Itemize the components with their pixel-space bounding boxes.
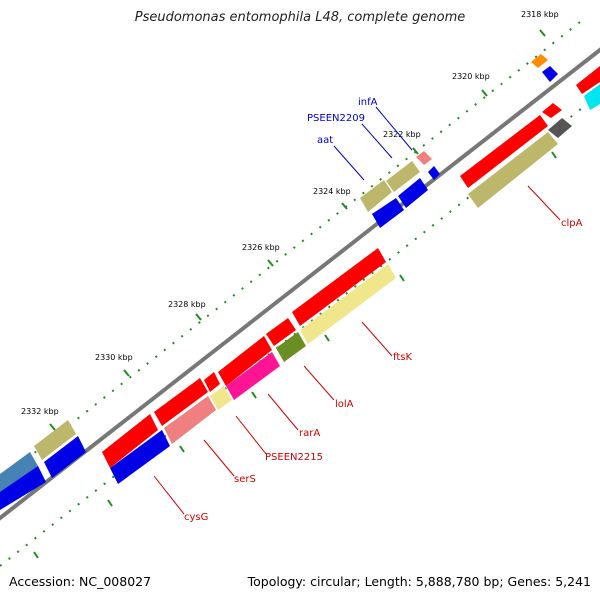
gene-label-clpA: clpA [561, 218, 583, 229]
gene-arrow-blue-top[interactable] [542, 66, 558, 82]
outer-dotted-guide [0, 21, 581, 481]
tick-label-2322: 2322 kbp [383, 130, 421, 139]
gene-arrow-lolA[interactable] [276, 332, 306, 362]
gene-label-aat: aat [317, 135, 333, 146]
gene-arrow-blue-mid1[interactable] [398, 178, 428, 208]
gene-arrow-red-2[interactable] [266, 318, 296, 346]
gene-arrow-blue-left2[interactable] [0, 466, 46, 510]
gene-arrow-olive-clpA-inner[interactable] [468, 132, 558, 208]
gene-arrow-PSEEN2215[interactable] [210, 386, 232, 410]
gene-arrow-serS[interactable] [164, 396, 216, 444]
gene-arrow-red-topright[interactable] [576, 66, 600, 94]
gene-label-PSEEN2215: PSEEN2215 [265, 452, 323, 463]
gene-arrow-red-6[interactable] [102, 414, 158, 468]
topology-summary-text: Topology: circular; Length: 5,888,780 bp… [247, 574, 591, 589]
map-title: Pseudomonas entomophila L48, complete ge… [134, 10, 466, 25]
tick-label-2330: 2330 kbp [95, 353, 133, 362]
gene-label-rarA: rarA [299, 428, 320, 439]
gene-label-PSEEN2209: PSEEN2209 [307, 113, 365, 124]
gene-arrow-olive-aat[interactable] [360, 180, 392, 212]
inner-dotted-guide [0, 92, 600, 567]
gene-arrow-orange[interactable] [531, 54, 548, 68]
gene-arrow-rarA[interactable] [226, 352, 280, 400]
gene-arrow-blue-mid2[interactable] [372, 198, 404, 228]
tick-label-2326: 2326 kbp [242, 243, 280, 252]
tick-label-2320: 2320 kbp [452, 72, 490, 81]
accession-text: Accession: NC_008027 [9, 574, 152, 589]
gene-label-cysG: cysG [184, 512, 208, 523]
gene-label-infA: infA [358, 97, 378, 108]
gene-arrow-red-4[interactable] [204, 372, 220, 392]
tick-label-2318: 2318 kbp [521, 10, 559, 19]
tick-label-2324: 2324 kbp [313, 187, 351, 196]
gene-arrow-steel-left[interactable] [0, 452, 38, 494]
gene-arrow-olive-PSEEN2209[interactable] [386, 161, 420, 192]
gene-arrow-red-3[interactable] [218, 336, 272, 386]
gene-arrow-cysG[interactable] [110, 430, 170, 484]
tick-label-2328: 2328 kbp [168, 300, 206, 309]
inner-strand-genes [0, 66, 600, 510]
gene-label-lolA: lolA [335, 399, 354, 410]
tick-label-2332: 2332 kbp [21, 407, 59, 416]
gene-arrow-ftsK[interactable] [300, 264, 396, 344]
leader-lines-blue [333, 106, 413, 181]
gene-label-ftsK: ftsK [393, 352, 412, 363]
gene-arrow-clpA[interactable] [460, 115, 548, 188]
gene-arrow-blue-left1[interactable] [44, 436, 86, 478]
gene-arrow-red-5[interactable] [154, 378, 208, 426]
genome-backbone [0, 47, 600, 521]
gene-arrow-cyan-right[interactable] [584, 84, 600, 110]
outer-strand-genes [0, 54, 600, 494]
gene-arrow-red-1[interactable] [292, 248, 386, 326]
gene-arrow-gray[interactable] [548, 118, 572, 138]
gene-label-serS: serS [234, 474, 256, 485]
leader-lines-red [153, 185, 561, 515]
gene-arrow-red-clpA-region[interactable] [542, 103, 562, 118]
gene-arrow-pink-infA[interactable] [416, 151, 432, 165]
major-ticks [33, 29, 557, 559]
gene-arrow-blue-infA[interactable] [428, 166, 440, 180]
gene-arrow-olive-left[interactable] [34, 420, 76, 460]
